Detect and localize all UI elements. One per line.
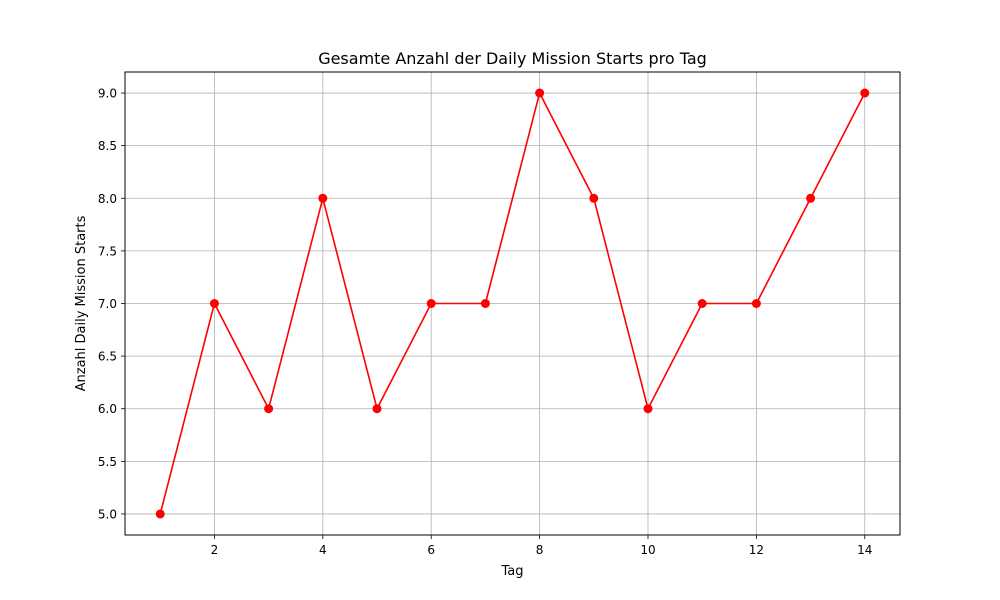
- y-tick-label: 7.5: [98, 244, 117, 258]
- y-tick-label: 8.0: [98, 192, 117, 206]
- x-tick-label: 12: [749, 543, 764, 557]
- data-point: [751, 299, 761, 308]
- data-point: [535, 88, 545, 98]
- data-point: [426, 299, 436, 308]
- series-layer: [155, 88, 870, 519]
- y-tick-label: 9.0: [98, 87, 117, 101]
- data-point: [372, 404, 382, 414]
- chart-title: Gesamte Anzahl der Daily Mission Starts …: [318, 49, 707, 68]
- data-point: [209, 299, 219, 308]
- x-tick-label: 2: [211, 543, 219, 557]
- y-tick-label: 7.0: [98, 297, 117, 311]
- x-tick-label: 4: [319, 543, 327, 557]
- data-point: [155, 509, 165, 519]
- x-tick-label: 8: [536, 543, 544, 557]
- y-tick-label: 5.5: [98, 455, 117, 469]
- y-tick-label: 6.5: [98, 350, 117, 364]
- data-point: [860, 88, 870, 98]
- y-tick-label: 5.0: [98, 507, 117, 521]
- data-point: [643, 404, 653, 414]
- x-tick-label: 14: [857, 543, 872, 557]
- data-point: [480, 299, 490, 308]
- series-line: [159, 92, 866, 515]
- data-point: [589, 193, 599, 203]
- x-tick-label: 10: [640, 543, 655, 557]
- data-point: [806, 193, 816, 203]
- ticks: 2 4 6 8 10 12 14 5.0 5.5 6.0 6.5 7.0 7.5 8.0 8.5 9.0: [98, 87, 873, 557]
- x-axis-label: Tag: [500, 564, 523, 579]
- data-point: [318, 193, 328, 203]
- y-tick-label: 6.0: [98, 402, 117, 416]
- data-point: [697, 299, 707, 308]
- data-point: [264, 404, 274, 414]
- x-tick-label: 6: [427, 543, 435, 557]
- y-tick-label: 8.5: [98, 139, 117, 153]
- y-axis-label: Anzahl Daily Mission Starts: [74, 215, 89, 391]
